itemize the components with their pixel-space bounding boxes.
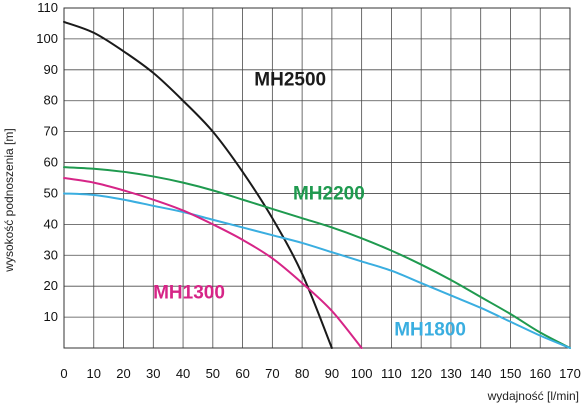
series-label-mh1800: MH1800: [394, 320, 466, 341]
x-tick-label: 170: [559, 366, 581, 381]
x-tick-label: 60: [235, 366, 249, 381]
series-line-mh2200: [63, 166, 571, 349]
x-tick-label: 110: [381, 366, 402, 381]
x-tick-label: 100: [351, 366, 373, 381]
tick-labels: 0 10 20 30 40 50 60 70 80 90 100 110 120 130 140 150 160…: [36, 0, 581, 381]
series-layer: [63, 20, 571, 349]
x-tick-label: 160: [529, 366, 551, 381]
x-tick-label: 10: [87, 366, 101, 381]
y-tick-label: 20: [44, 278, 58, 293]
y-tick-label: 80: [44, 93, 58, 108]
x-axis-title: wydajność [l/min]: [487, 389, 579, 403]
x-tick-label: 90: [325, 366, 339, 381]
x-tick-label: 0: [60, 366, 67, 381]
y-tick-label: 90: [44, 62, 58, 77]
y-tick-label: 50: [44, 185, 58, 200]
x-tick-label: 130: [440, 366, 462, 381]
x-tick-label: 20: [116, 366, 130, 381]
series-labels: MH2500 MH2200 MH1300 MH1800: [153, 69, 466, 340]
y-axis-title: wysokość podnoszenia [m]: [2, 128, 16, 272]
x-tick-label: 80: [295, 366, 309, 381]
y-tick-label: 60: [44, 155, 58, 170]
x-tick-label: 40: [176, 366, 190, 381]
y-tick-label: 40: [44, 216, 58, 231]
series-line-mh2500: [63, 20, 333, 349]
grid: [63, 7, 571, 348]
series-line-mh1800: [63, 192, 571, 349]
series-line-mh1300: [63, 177, 363, 349]
x-tick-label: 30: [146, 366, 160, 381]
y-tick-label: 30: [44, 247, 58, 262]
x-tick-label: 150: [500, 366, 522, 381]
x-tick-label: 50: [206, 366, 220, 381]
y-tick-label: 110: [37, 0, 58, 15]
series-label-mh2500: MH2500: [254, 69, 326, 90]
series-label-mh2200: MH2200: [293, 184, 365, 205]
y-tick-label: 100: [36, 31, 58, 46]
x-tick-label: 120: [410, 366, 432, 381]
series-label-mh1300: MH1300: [153, 283, 225, 304]
y-tick-label: 10: [44, 309, 58, 324]
x-tick-label: 140: [470, 366, 492, 381]
y-tick-label: 70: [44, 124, 58, 139]
x-tick-label: 70: [265, 366, 279, 381]
